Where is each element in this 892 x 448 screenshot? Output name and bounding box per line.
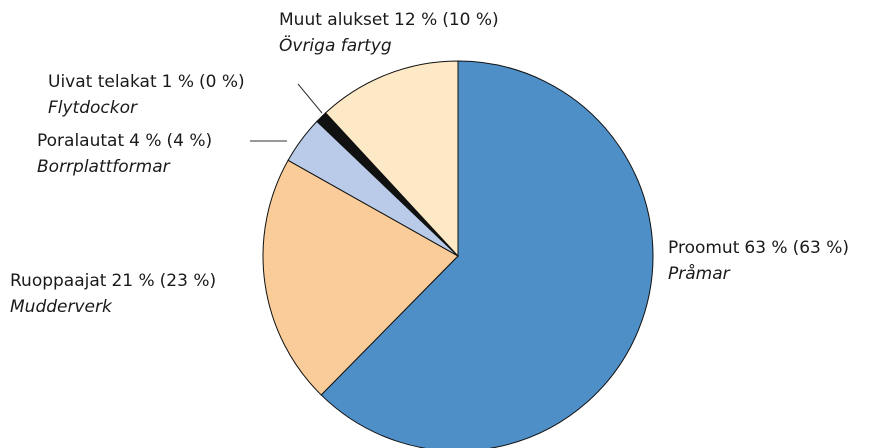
leader-line (297, 83, 323, 114)
slice-label: Muut alukset 12 % (10 %) (279, 10, 499, 30)
translation-label: Flytdockor (48, 98, 138, 118)
value-label: 63 % (744, 238, 787, 258)
translation-label: Övriga fartyg (279, 34, 392, 56)
category-name: Muut alukset (279, 10, 389, 30)
slice-label: Poralautat 4 % (4 %) (37, 131, 212, 151)
value-label: 12 % (394, 10, 437, 30)
category-name: Ruoppaajat (10, 271, 107, 291)
category-name: Poralautat (37, 131, 124, 151)
translation-label: Borrplattformar (37, 157, 171, 177)
value-label: 21 % (111, 271, 154, 291)
previous-value-label: (10 %) (442, 10, 498, 30)
translation-label: Pråmar (668, 263, 731, 284)
pie-slice (320, 60, 654, 448)
translation-label: Mudderverk (10, 297, 113, 317)
pie-slice (262, 159, 459, 396)
slice-label: Proomut 63 % (63 %) (668, 238, 849, 258)
pie-slice (324, 60, 459, 258)
slice-label: Uivat telakat 1 % (0 %) (48, 72, 245, 92)
category-name: Proomut (668, 238, 740, 258)
category-name: Uivat telakat (48, 72, 157, 92)
slice-label: Ruoppaajat 21 % (23 %) (10, 271, 216, 291)
value-label: 4 % (129, 131, 161, 151)
previous-value-label: (23 %) (160, 271, 216, 291)
previous-value-label: (4 %) (167, 131, 213, 151)
previous-value-label: (63 %) (793, 238, 849, 258)
previous-value-label: (0 %) (199, 72, 245, 92)
value-label: 1 % (162, 72, 194, 92)
